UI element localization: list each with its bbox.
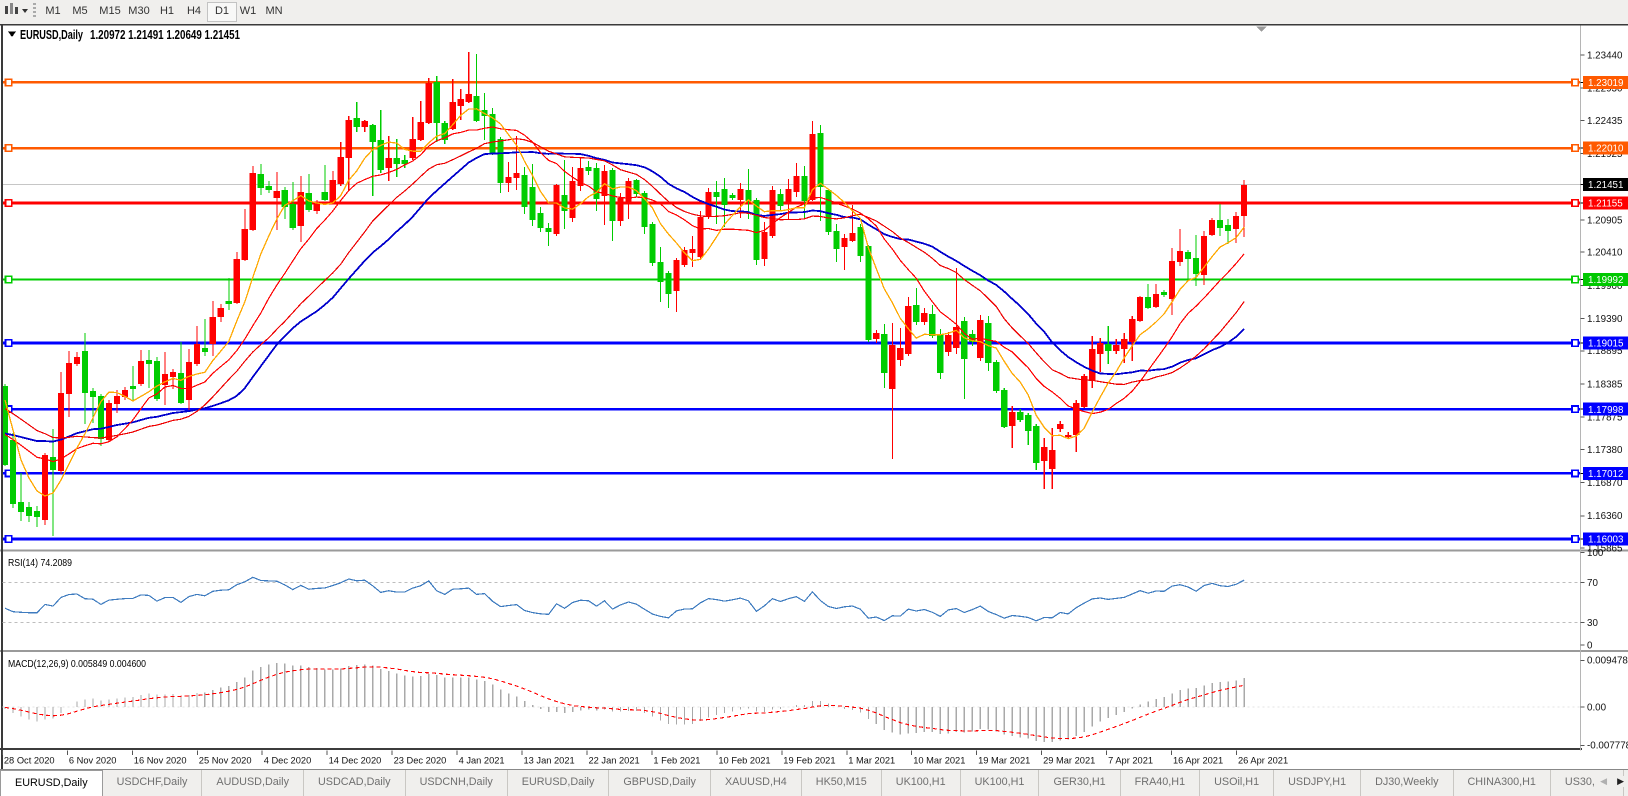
svg-text:0.00: 0.00 (1587, 702, 1607, 713)
svg-text:1.21451: 1.21451 (1588, 180, 1623, 191)
svg-text:1.19992: 1.19992 (1588, 275, 1623, 286)
svg-text:19 Mar 2021: 19 Mar 2021 (978, 756, 1030, 766)
svg-text:29 Mar 2021: 29 Mar 2021 (1043, 756, 1095, 766)
svg-text:1.16003: 1.16003 (1588, 535, 1624, 546)
svg-text:1.20905: 1.20905 (1587, 215, 1623, 226)
svg-text:26 Apr 2021: 26 Apr 2021 (1238, 756, 1288, 766)
svg-text:1.23019: 1.23019 (1588, 78, 1623, 89)
svg-text:14 Dec 2020: 14 Dec 2020 (329, 756, 382, 766)
svg-text:10 Mar 2021: 10 Mar 2021 (913, 756, 965, 766)
svg-text:1 Feb 2021: 1 Feb 2021 (653, 756, 700, 766)
svg-text:6 Nov 2020: 6 Nov 2020 (69, 756, 117, 766)
svg-text:23 Dec 2020: 23 Dec 2020 (394, 756, 447, 766)
svg-text:70: 70 (1587, 578, 1598, 589)
svg-text:100: 100 (1587, 548, 1604, 559)
svg-text:1.19900: 1.19900 (1587, 281, 1623, 292)
svg-text:1.22435: 1.22435 (1587, 116, 1623, 127)
svg-text:0: 0 (1587, 640, 1593, 651)
svg-text:1.22930: 1.22930 (1587, 84, 1623, 95)
svg-text:19 Feb 2021: 19 Feb 2021 (783, 756, 835, 766)
svg-text:4 Jan 2021: 4 Jan 2021 (459, 756, 505, 766)
svg-text:1.18385: 1.18385 (1587, 379, 1623, 390)
svg-text:1.19015: 1.19015 (1588, 339, 1624, 350)
svg-text:7 Apr 2021: 7 Apr 2021 (1108, 756, 1153, 766)
svg-text:1.21155: 1.21155 (1588, 199, 1623, 210)
svg-text:10 Feb 2021: 10 Feb 2021 (718, 756, 770, 766)
svg-text:1.16870: 1.16870 (1587, 478, 1623, 489)
svg-text:1.16360: 1.16360 (1587, 511, 1623, 522)
svg-text:1.15865: 1.15865 (1587, 543, 1623, 554)
svg-text:1.17875: 1.17875 (1587, 413, 1623, 424)
svg-text:EURUSD,Daily: EURUSD,Daily (20, 28, 83, 42)
svg-text:1.17380: 1.17380 (1587, 445, 1623, 456)
svg-text:1 Mar 2021: 1 Mar 2021 (848, 756, 895, 766)
svg-text:0.009478: 0.009478 (1587, 656, 1628, 667)
svg-text:1.18895: 1.18895 (1587, 346, 1623, 357)
svg-text:1.20410: 1.20410 (1587, 248, 1623, 259)
svg-text:4 Dec 2020: 4 Dec 2020 (264, 756, 312, 766)
svg-text:13 Jan 2021: 13 Jan 2021 (524, 756, 575, 766)
svg-text:1.17998: 1.17998 (1588, 405, 1624, 416)
svg-text:16 Nov 2020: 16 Nov 2020 (134, 756, 187, 766)
svg-text:RSI(14) 74.2089: RSI(14) 74.2089 (8, 558, 72, 569)
svg-text:22 Jan 2021: 22 Jan 2021 (589, 756, 640, 766)
svg-text:MACD(12,26,9) 0.005849 0.00460: MACD(12,26,9) 0.005849 0.004600 (8, 659, 146, 670)
svg-text:25 Nov 2020: 25 Nov 2020 (199, 756, 252, 766)
svg-text:1.23440: 1.23440 (1587, 50, 1623, 61)
svg-text:-0.007778: -0.007778 (1587, 741, 1628, 752)
svg-text:1.20972 1.21491 1.20649 1.2145: 1.20972 1.21491 1.20649 1.21451 (90, 28, 240, 42)
svg-text:28 Oct 2020: 28 Oct 2020 (4, 756, 55, 766)
svg-text:30: 30 (1587, 618, 1598, 629)
svg-text:1.22010: 1.22010 (1588, 144, 1624, 155)
svg-text:1.17012: 1.17012 (1588, 469, 1623, 480)
svg-text:1.19390: 1.19390 (1587, 314, 1623, 325)
svg-text:16 Apr 2021: 16 Apr 2021 (1173, 756, 1223, 766)
